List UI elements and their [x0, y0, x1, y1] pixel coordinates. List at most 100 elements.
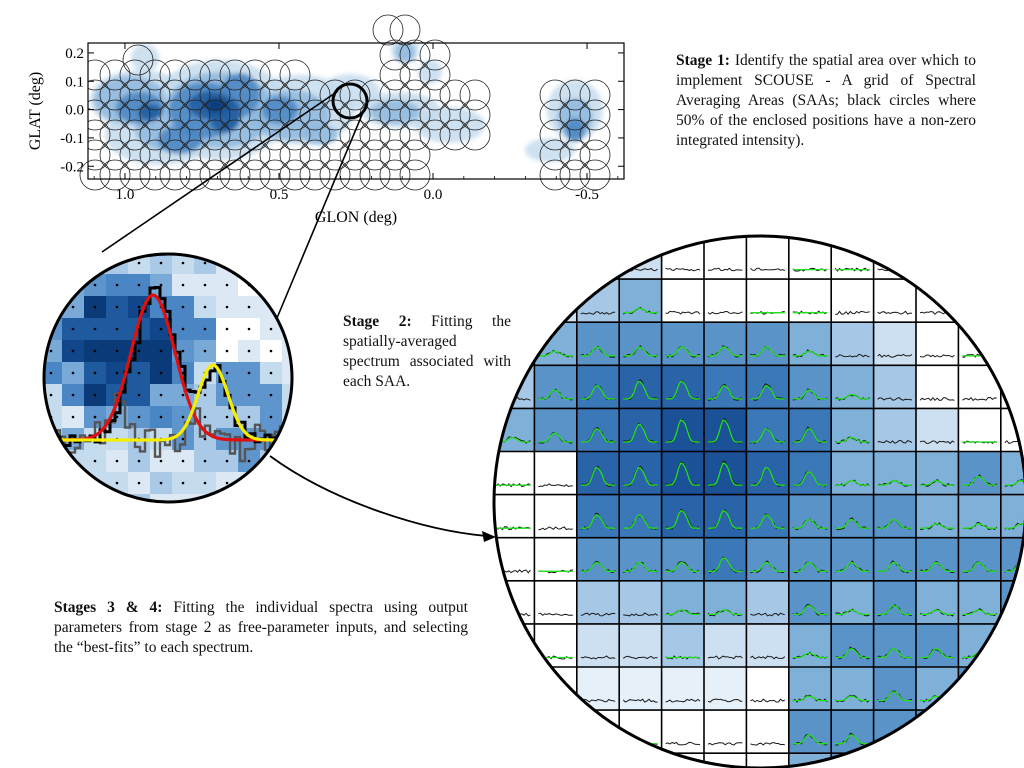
cell-fit [920, 480, 955, 486]
cell-fit [750, 428, 785, 443]
spectrum-cell [494, 494, 535, 538]
spectrum-cell [746, 580, 789, 624]
saa-pixel [282, 274, 292, 296]
cell-fit [792, 518, 828, 529]
pixel-dot [291, 481, 292, 485]
saa-circle [399, 79, 431, 111]
spectrum-cell [873, 451, 916, 495]
pixel-dot [71, 261, 75, 265]
spectrum-cell [494, 710, 535, 754]
saa-pixel [106, 494, 128, 502]
pixel-dot [159, 481, 163, 485]
saa-circle [199, 59, 231, 91]
cell-fit [623, 514, 658, 529]
saa-circle [119, 159, 151, 191]
saa-circle [119, 59, 151, 91]
saa-pixel [44, 274, 62, 296]
cell-spectrum [962, 267, 997, 272]
cell-fit [962, 734, 997, 745]
cell-fit [708, 509, 743, 529]
spectrum-cell [576, 451, 620, 495]
pixel-dot [137, 481, 141, 485]
pixel-dot [291, 327, 292, 331]
spectrum-cell [704, 623, 747, 667]
map-x-tick-label: 1.0 [116, 187, 135, 203]
cell-spectrum [538, 483, 573, 488]
pixel-dot [225, 261, 229, 265]
pixel-dot [49, 393, 53, 397]
spectrum-cell [746, 451, 789, 495]
pixel-dot [181, 327, 185, 331]
stage1-caption: Stage 1: Identify the spatial area over … [676, 51, 976, 151]
spectrum-cell [916, 322, 959, 366]
spectrum-cell [831, 667, 874, 711]
pixel-dot [203, 261, 207, 265]
pixel-dot [137, 261, 141, 265]
saa-pixel [62, 494, 84, 502]
saa-circle [199, 159, 231, 191]
zoom-selection-circle [331, 82, 369, 120]
cell-fit [877, 691, 912, 702]
saa-circle [579, 79, 611, 111]
pixel-dot [93, 261, 97, 265]
spectrum-cell [661, 623, 704, 667]
saa-circle [339, 159, 371, 191]
spectrum-cell [576, 580, 620, 624]
saa-circle [279, 139, 311, 171]
cell-spectrum [877, 353, 913, 359]
spectrum-cell [661, 451, 704, 495]
cell-fit [835, 695, 870, 702]
saa-pixel [216, 254, 238, 274]
saa-circle [559, 159, 591, 191]
cell-fit [835, 648, 870, 659]
saa-circle [419, 59, 451, 91]
saa-pixel [44, 450, 62, 472]
pixel-dot [269, 393, 273, 397]
saa-pixel [44, 472, 62, 494]
saa-circle [539, 99, 571, 131]
spectrum-cell [661, 279, 704, 323]
cell-fit [962, 523, 997, 529]
saa-circle [159, 79, 191, 111]
pixel-dot [269, 349, 273, 353]
saa-pixel [282, 384, 292, 406]
stage34-title: Stages 3 & 4: [54, 599, 163, 616]
cell-spectrum [750, 267, 785, 272]
cell-spectrum [538, 698, 574, 703]
saa-circle [339, 119, 371, 151]
cell-fit [708, 462, 743, 486]
spectrum-cell [1000, 279, 1024, 323]
saa-circle [119, 99, 151, 131]
zoom-connector-left [101, 90, 339, 253]
cell-spectrum [707, 742, 743, 746]
pixel-dot [93, 481, 97, 485]
pixel-dot [203, 437, 207, 441]
pixel-dot [269, 261, 273, 265]
spectrum-cell [1000, 365, 1024, 409]
spectrum-cell [704, 667, 747, 711]
spectrum-cell [1000, 236, 1024, 280]
pixel-dot [269, 459, 273, 463]
saa-circle [239, 119, 271, 151]
saa-circle [99, 99, 131, 131]
spectrum-cell [619, 667, 662, 711]
cell-spectrum [580, 741, 616, 747]
cell-fit [1004, 523, 1024, 529]
saa-pixel [260, 274, 282, 296]
cell-fit [580, 428, 616, 443]
spectrum-cell [1000, 710, 1024, 754]
saa-circle [419, 99, 451, 131]
pixel-dot [225, 305, 229, 309]
saa-circle [199, 119, 231, 151]
spectrum-cell [534, 710, 577, 754]
cell-fit [792, 561, 828, 572]
pixel-dot [247, 327, 251, 331]
pixel-dot [159, 327, 163, 331]
cell-spectrum [707, 310, 743, 315]
spectrum-cell [534, 236, 577, 280]
pixel-dot [159, 459, 163, 463]
cell-fit [708, 557, 743, 572]
saa-pixel [238, 494, 260, 502]
cell-fit [835, 734, 870, 745]
cell-spectrum [962, 396, 997, 402]
